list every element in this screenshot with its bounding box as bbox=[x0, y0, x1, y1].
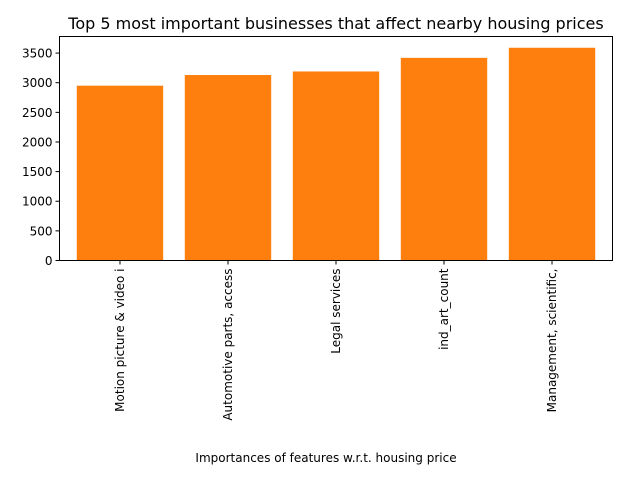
plot-frame bbox=[59, 36, 613, 261]
y-tick-label: 1000 bbox=[22, 195, 53, 209]
y-tick-label: 1500 bbox=[22, 165, 53, 179]
x-tick-label: Motion picture & video i bbox=[113, 269, 127, 412]
bar-1 bbox=[76, 85, 164, 261]
chart-title: Top 5 most important businesses that aff… bbox=[67, 14, 603, 33]
bars-layer bbox=[76, 47, 596, 261]
bar-3 bbox=[292, 71, 380, 261]
y-tick-label: 3000 bbox=[22, 76, 53, 90]
x-tick-label: Automotive parts, access bbox=[221, 269, 235, 421]
y-tick-label: 0 bbox=[45, 254, 53, 268]
y-tick-label: 500 bbox=[30, 224, 53, 238]
x-tick-label: Management, scientific, bbox=[545, 269, 559, 413]
x-axis-ticks: Motion picture & video i Automotive parts… bbox=[113, 260, 559, 421]
x-axis-label: Importances of features w.r.t. housing p… bbox=[195, 451, 456, 465]
y-tick-label: 3500 bbox=[22, 47, 53, 61]
x-tick-label: Legal services bbox=[329, 269, 343, 354]
y-tick-label: 2000 bbox=[22, 135, 53, 149]
y-axis-ticks: 0 500 1000 1500 2000 2500 3000 3500 bbox=[22, 47, 60, 268]
y-tick-label: 2500 bbox=[22, 106, 53, 120]
bar-4 bbox=[400, 57, 488, 261]
bar-5 bbox=[508, 47, 596, 261]
x-tick-label: ind_art_count bbox=[437, 268, 451, 350]
bar-2 bbox=[184, 75, 272, 261]
